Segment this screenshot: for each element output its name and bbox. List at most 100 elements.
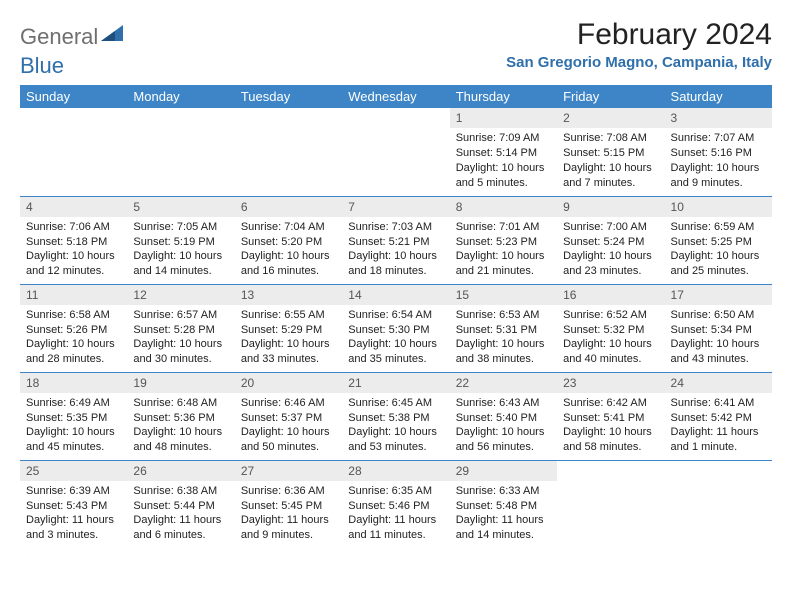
sunset-text: Sunset: 5:26 PM	[26, 323, 121, 338]
daylight-text: and 53 minutes.	[348, 440, 443, 455]
weekday-header: Wednesday	[342, 85, 449, 108]
sunset-text: Sunset: 5:44 PM	[133, 499, 228, 514]
day-details: Sunrise: 6:48 AMSunset: 5:36 PMDaylight:…	[127, 393, 234, 459]
daylight-text: Daylight: 10 hours	[133, 249, 228, 264]
daylight-text: and 14 minutes.	[133, 264, 228, 279]
day-number: 29	[450, 461, 557, 481]
calendar-cell: 11Sunrise: 6:58 AMSunset: 5:26 PMDayligh…	[20, 284, 127, 372]
daylight-text: Daylight: 10 hours	[348, 425, 443, 440]
day-details: Sunrise: 6:59 AMSunset: 5:25 PMDaylight:…	[665, 217, 772, 283]
day-details: Sunrise: 6:35 AMSunset: 5:46 PMDaylight:…	[342, 481, 449, 547]
daylight-text: and 33 minutes.	[241, 352, 336, 367]
calendar-cell: 2Sunrise: 7:08 AMSunset: 5:15 PMDaylight…	[557, 108, 664, 196]
day-number: 15	[450, 285, 557, 305]
sunset-text: Sunset: 5:25 PM	[671, 235, 766, 250]
sunset-text: Sunset: 5:15 PM	[563, 146, 658, 161]
day-number: 28	[342, 461, 449, 481]
day-details: Sunrise: 6:54 AMSunset: 5:30 PMDaylight:…	[342, 305, 449, 371]
calendar-cell: 3Sunrise: 7:07 AMSunset: 5:16 PMDaylight…	[665, 108, 772, 196]
sunset-text: Sunset: 5:31 PM	[456, 323, 551, 338]
sunrise-text: Sunrise: 7:08 AM	[563, 131, 658, 146]
daylight-text: and 58 minutes.	[563, 440, 658, 455]
calendar-cell: 22Sunrise: 6:43 AMSunset: 5:40 PMDayligh…	[450, 372, 557, 460]
day-number: 4	[20, 197, 127, 217]
daylight-text: and 23 minutes.	[563, 264, 658, 279]
location-subtitle: San Gregorio Magno, Campania, Italy	[506, 54, 772, 71]
daylight-text: Daylight: 10 hours	[26, 337, 121, 352]
day-details: Sunrise: 6:33 AMSunset: 5:48 PMDaylight:…	[450, 481, 557, 547]
sunrise-text: Sunrise: 6:42 AM	[563, 396, 658, 411]
sunrise-text: Sunrise: 6:53 AM	[456, 308, 551, 323]
sunset-text: Sunset: 5:21 PM	[348, 235, 443, 250]
day-number: 13	[235, 285, 342, 305]
day-number: 21	[342, 373, 449, 393]
day-number: 7	[342, 197, 449, 217]
weekday-header: Tuesday	[235, 85, 342, 108]
day-number: 9	[557, 197, 664, 217]
weekday-header: Monday	[127, 85, 234, 108]
sunset-text: Sunset: 5:48 PM	[456, 499, 551, 514]
brand-triangle-icon	[101, 21, 123, 47]
daylight-text: and 16 minutes.	[241, 264, 336, 279]
daylight-text: Daylight: 10 hours	[241, 425, 336, 440]
brand-word-1: General	[20, 24, 98, 50]
day-number: 20	[235, 373, 342, 393]
day-details: Sunrise: 7:07 AMSunset: 5:16 PMDaylight:…	[665, 128, 772, 194]
day-number: 1	[450, 108, 557, 128]
day-details: Sunrise: 6:50 AMSunset: 5:34 PMDaylight:…	[665, 305, 772, 371]
calendar-cell: 24Sunrise: 6:41 AMSunset: 5:42 PMDayligh…	[665, 372, 772, 460]
daylight-text: and 12 minutes.	[26, 264, 121, 279]
calendar-cell: 25Sunrise: 6:39 AMSunset: 5:43 PMDayligh…	[20, 460, 127, 548]
sunset-text: Sunset: 5:16 PM	[671, 146, 766, 161]
day-details: Sunrise: 6:52 AMSunset: 5:32 PMDaylight:…	[557, 305, 664, 371]
sunset-text: Sunset: 5:32 PM	[563, 323, 658, 338]
daylight-text: and 9 minutes.	[671, 176, 766, 191]
sunrise-text: Sunrise: 7:00 AM	[563, 220, 658, 235]
day-details: Sunrise: 6:41 AMSunset: 5:42 PMDaylight:…	[665, 393, 772, 459]
day-details: Sunrise: 6:43 AMSunset: 5:40 PMDaylight:…	[450, 393, 557, 459]
calendar-cell: 17Sunrise: 6:50 AMSunset: 5:34 PMDayligh…	[665, 284, 772, 372]
brand-logo: General	[20, 24, 123, 50]
day-number: 25	[20, 461, 127, 481]
daylight-text: and 6 minutes.	[133, 528, 228, 543]
daylight-text: Daylight: 11 hours	[133, 513, 228, 528]
day-number: 12	[127, 285, 234, 305]
sunset-text: Sunset: 5:29 PM	[241, 323, 336, 338]
sunrise-text: Sunrise: 6:48 AM	[133, 396, 228, 411]
sunset-text: Sunset: 5:23 PM	[456, 235, 551, 250]
daylight-text: and 14 minutes.	[456, 528, 551, 543]
calendar-cell: 23Sunrise: 6:42 AMSunset: 5:41 PMDayligh…	[557, 372, 664, 460]
day-number: 24	[665, 373, 772, 393]
daylight-text: and 18 minutes.	[348, 264, 443, 279]
sunrise-text: Sunrise: 7:09 AM	[456, 131, 551, 146]
daylight-text: Daylight: 10 hours	[456, 337, 551, 352]
day-number: 23	[557, 373, 664, 393]
title-block: February 2024 San Gregorio Magno, Campan…	[506, 18, 772, 71]
calendar-cell	[235, 108, 342, 196]
sunrise-text: Sunrise: 6:54 AM	[348, 308, 443, 323]
sunset-text: Sunset: 5:36 PM	[133, 411, 228, 426]
daylight-text: Daylight: 10 hours	[348, 337, 443, 352]
sunset-text: Sunset: 5:46 PM	[348, 499, 443, 514]
day-number: 18	[20, 373, 127, 393]
calendar-body: 1Sunrise: 7:09 AMSunset: 5:14 PMDaylight…	[20, 108, 772, 548]
sunset-text: Sunset: 5:41 PM	[563, 411, 658, 426]
sunrise-text: Sunrise: 6:39 AM	[26, 484, 121, 499]
calendar-cell: 16Sunrise: 6:52 AMSunset: 5:32 PMDayligh…	[557, 284, 664, 372]
calendar-cell: 12Sunrise: 6:57 AMSunset: 5:28 PMDayligh…	[127, 284, 234, 372]
day-number: 5	[127, 197, 234, 217]
calendar-cell: 26Sunrise: 6:38 AMSunset: 5:44 PMDayligh…	[127, 460, 234, 548]
sunrise-text: Sunrise: 6:49 AM	[26, 396, 121, 411]
daylight-text: Daylight: 10 hours	[563, 249, 658, 264]
day-number: 2	[557, 108, 664, 128]
daylight-text: Daylight: 10 hours	[456, 249, 551, 264]
weekday-header: Sunday	[20, 85, 127, 108]
daylight-text: Daylight: 10 hours	[241, 337, 336, 352]
sunset-text: Sunset: 5:18 PM	[26, 235, 121, 250]
day-number: 3	[665, 108, 772, 128]
calendar-cell: 28Sunrise: 6:35 AMSunset: 5:46 PMDayligh…	[342, 460, 449, 548]
day-details: Sunrise: 7:08 AMSunset: 5:15 PMDaylight:…	[557, 128, 664, 194]
calendar-cell	[342, 108, 449, 196]
daylight-text: and 48 minutes.	[133, 440, 228, 455]
calendar-cell	[665, 460, 772, 548]
